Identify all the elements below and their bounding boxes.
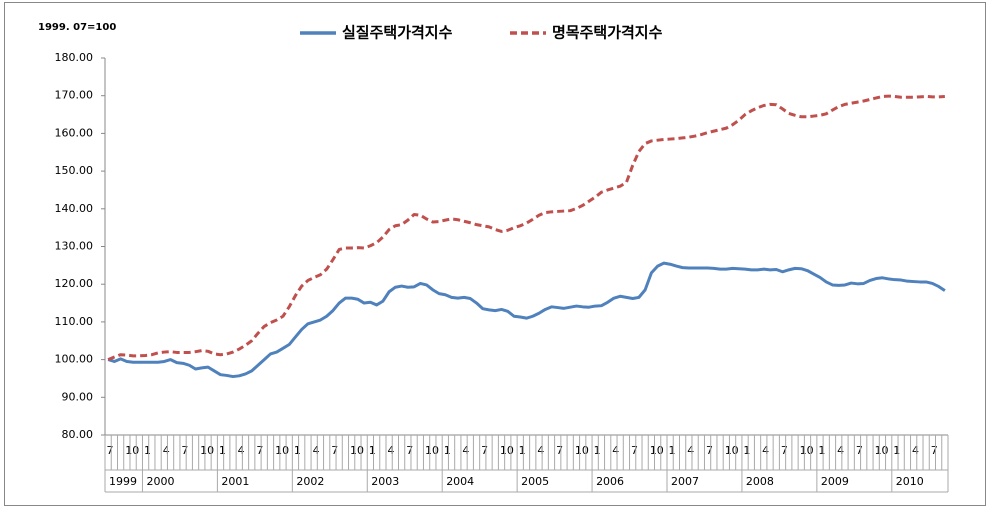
year-label: 2002: [296, 475, 324, 488]
x-tick-label: 10: [875, 444, 889, 457]
x-tick-label: 4: [912, 444, 919, 457]
x-tick-label: 7: [781, 444, 788, 457]
series-line: [107, 94, 945, 361]
x-tick-label: 10: [650, 444, 664, 457]
x-tick-label: 1: [893, 444, 900, 457]
x-tick-label: 10: [200, 444, 214, 457]
year-label: 2006: [596, 475, 624, 488]
y-tick-label: 100.00: [55, 353, 94, 366]
x-tick-label: 4: [388, 444, 395, 457]
x-tick-label: 4: [462, 444, 469, 457]
annotation: 1999. 07=100: [38, 22, 116, 33]
x-tick-label: 1: [519, 444, 526, 457]
x-tick-label: 1: [369, 444, 376, 457]
year-label: 2003: [371, 475, 399, 488]
x-tick-label: 4: [238, 444, 245, 457]
y-tick-label: 120.00: [55, 277, 94, 290]
x-tick-label: 4: [687, 444, 694, 457]
year-label: 1999: [109, 475, 137, 488]
x-tick-label: 1: [144, 444, 151, 457]
x-tick-label: 10: [725, 444, 739, 457]
x-tick-label: 1: [743, 444, 750, 457]
year-label: 2010: [896, 475, 924, 488]
x-tick-label: 4: [537, 444, 544, 457]
x-tick-label: 4: [837, 444, 844, 457]
x-tick-label: 7: [331, 444, 338, 457]
x-tick-label: 7: [406, 444, 413, 457]
y-tick-label: 180.00: [55, 51, 94, 64]
year-label: 2009: [821, 475, 849, 488]
year-label: 2001: [221, 475, 249, 488]
x-tick-label: 10: [575, 444, 589, 457]
x-tick-label: 4: [313, 444, 320, 457]
x-tick-label: 1: [594, 444, 601, 457]
year-label: 2007: [671, 475, 699, 488]
year-label: 2000: [146, 475, 174, 488]
x-tick-label: 10: [125, 444, 139, 457]
x-tick-label: 7: [706, 444, 713, 457]
y-tick-label: 150.00: [55, 164, 94, 177]
year-label: 2004: [446, 475, 474, 488]
x-tick-label: 1: [219, 444, 226, 457]
y-tick-label: 140.00: [55, 202, 94, 215]
x-tick-label: 7: [856, 444, 863, 457]
x-tick-label: 1: [444, 444, 451, 457]
x-tick-label: 4: [163, 444, 170, 457]
y-tick-label: 90.00: [62, 390, 94, 403]
y-tick-label: 160.00: [55, 126, 94, 139]
frame: [4, 2, 986, 506]
x-tick-label: 7: [107, 444, 114, 457]
y-tick-label: 80.00: [62, 428, 94, 441]
series-line: [107, 261, 946, 379]
x-tick-label: 10: [275, 444, 289, 457]
x-tick-label: 4: [612, 444, 619, 457]
x-tick-label: 7: [481, 444, 488, 457]
y-tick-label: 110.00: [55, 315, 94, 328]
x-tick-label: 1: [669, 444, 676, 457]
y-tick-label: 130.00: [55, 240, 94, 253]
x-tick-label: 10: [800, 444, 814, 457]
x-tick-label: 1: [818, 444, 825, 457]
x-tick-label: 4: [762, 444, 769, 457]
x-tick-label: 10: [425, 444, 439, 457]
x-tick-label: 10: [500, 444, 514, 457]
x-tick-label: 7: [181, 444, 188, 457]
year-label: 2008: [746, 475, 774, 488]
x-tick-label: 1: [294, 444, 301, 457]
x-tick-label: 7: [931, 444, 938, 457]
x-tick-label: 10: [350, 444, 364, 457]
x-tick-label: 7: [256, 444, 263, 457]
legend-label: 명목주택가격지수: [552, 24, 663, 42]
x-tick-label: 7: [556, 444, 563, 457]
year-label: 2005: [521, 475, 549, 488]
legend-label: 실질주택가격지수: [342, 24, 453, 42]
x-tick-label: 7: [631, 444, 638, 457]
y-tick-label: 170.00: [55, 89, 94, 102]
